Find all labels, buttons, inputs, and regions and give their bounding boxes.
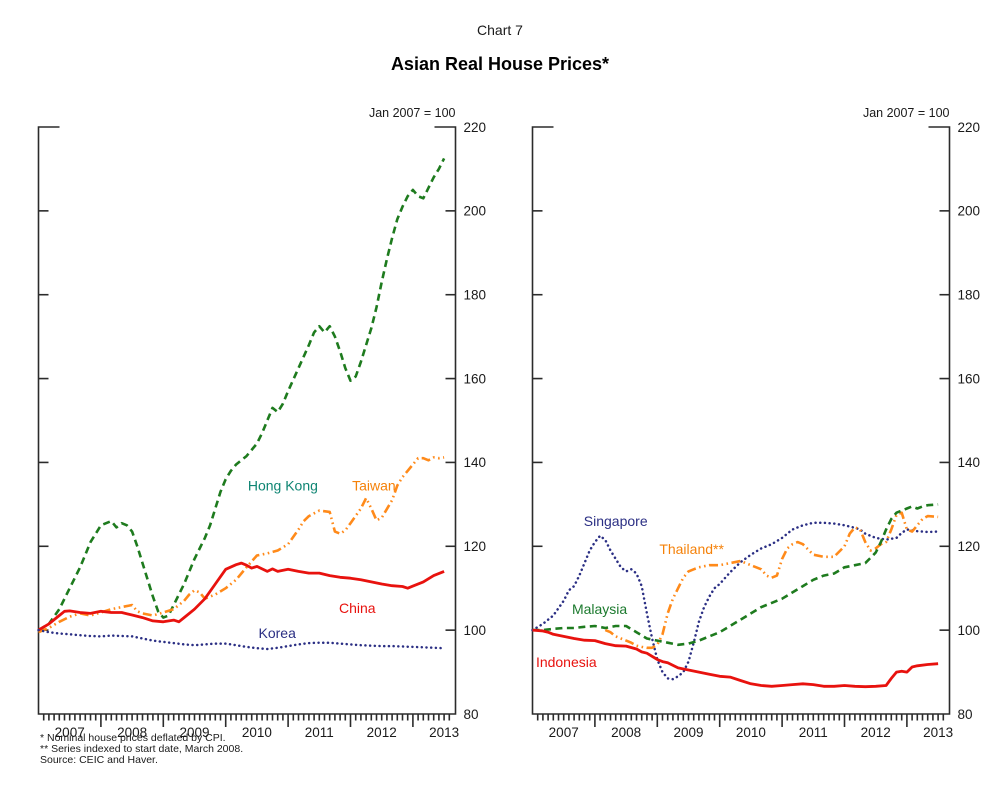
- y-tick-label: 140: [464, 455, 487, 470]
- y-tick-label: 180: [464, 288, 487, 303]
- y-tick-label: 160: [464, 371, 487, 386]
- x-tick-label-2012: 2012: [367, 725, 397, 740]
- axis-note-right: Jan 2007 = 100: [863, 106, 950, 120]
- y-tick-label: 100: [958, 623, 981, 638]
- x-tick-label-2008: 2008: [611, 725, 641, 740]
- axis-labels-left: 80 100 120 140 160 180 200 220 2007 2008 2009 2010 2…: [55, 106, 486, 740]
- x-tick-label-2013: 2013: [429, 725, 459, 740]
- y-tick-label: 120: [464, 539, 487, 554]
- x-tick-label-2007: 2007: [549, 725, 579, 740]
- series-label-indonesia: Indonesia: [536, 654, 597, 670]
- right-chart-panel: 80 100 120 140 160 180 200 220 2007 2008 2009 2010 2…: [531, 106, 980, 740]
- footnote-source: Source: CEIC and Haver.: [40, 754, 158, 767]
- x-tick-label-2009: 2009: [673, 725, 703, 740]
- y-tick-label: 120: [958, 539, 981, 554]
- series-label-taiwan: Taiwan: [352, 477, 396, 493]
- page-title: Asian Real House Prices*: [390, 54, 610, 74]
- x-tick-label-2011: 2011: [305, 725, 334, 740]
- footnote-indexed-start-date: ** Series indexed to start date, March 2…: [40, 743, 244, 756]
- y-tick-label: 220: [464, 120, 487, 135]
- series-label-malaysia: Malaysia: [572, 601, 627, 617]
- x-tick-label-2007: 2007: [55, 725, 85, 740]
- x-tick-label-2013: 2013: [923, 725, 953, 740]
- x-tick-label-2010: 2010: [242, 725, 272, 740]
- series-line-china: [37, 561, 445, 632]
- left-chart-panel: 80 100 120 140 160 180 200 220 2007 2008 2009 2010 2…: [37, 106, 486, 740]
- x-tick-label-2008: 2008: [117, 725, 147, 740]
- footnotes: * Nominal house prices deflated by CPI. …: [40, 732, 244, 767]
- y-tick-label: 220: [958, 120, 981, 135]
- y-tick-label: 100: [464, 623, 487, 638]
- series-line-thailand: [604, 511, 939, 650]
- axis-labels-right: 80 100 120 140 160 180 200 220 2007 2008 2009 2010 2…: [549, 106, 980, 740]
- series-line-hong-kong: [37, 157, 446, 632]
- series-label-hong-kong: Hong Kong: [248, 477, 318, 493]
- y-tick-label: 200: [958, 204, 981, 219]
- x-tick-label-2012: 2012: [861, 725, 891, 740]
- y-tick-label: 80: [464, 707, 479, 722]
- series-line-singapore: [531, 521, 940, 681]
- series-label-singapore: Singapore: [584, 513, 648, 529]
- x-tick-label-2010: 2010: [736, 725, 766, 740]
- y-tick-label: 200: [464, 204, 487, 219]
- y-tick-label: 80: [958, 707, 973, 722]
- x-tick-label-2009: 2009: [179, 725, 209, 740]
- series-line-indonesia: [532, 628, 939, 689]
- axis-note-left: Jan 2007 = 100: [369, 106, 456, 120]
- y-tick-label: 180: [958, 288, 981, 303]
- series-label-korea: Korea: [259, 625, 297, 641]
- series-line-korea: [37, 628, 446, 651]
- chart-number: Chart 7: [477, 22, 523, 38]
- series-label-china: China: [339, 600, 376, 616]
- footnote-deflated-by-cpi: * Nominal house prices deflated by CPI.: [40, 732, 226, 744]
- y-tick-label: 140: [958, 455, 981, 470]
- y-tick-label: 160: [958, 371, 981, 386]
- axes-left: [37, 126, 457, 727]
- x-tick-label-2011: 2011: [799, 725, 828, 740]
- axes-right: [531, 126, 951, 727]
- series-label-thailand: Thailand**: [659, 541, 724, 557]
- series-line-malaysia: [532, 503, 939, 647]
- series-line-taiwan: [38, 456, 445, 634]
